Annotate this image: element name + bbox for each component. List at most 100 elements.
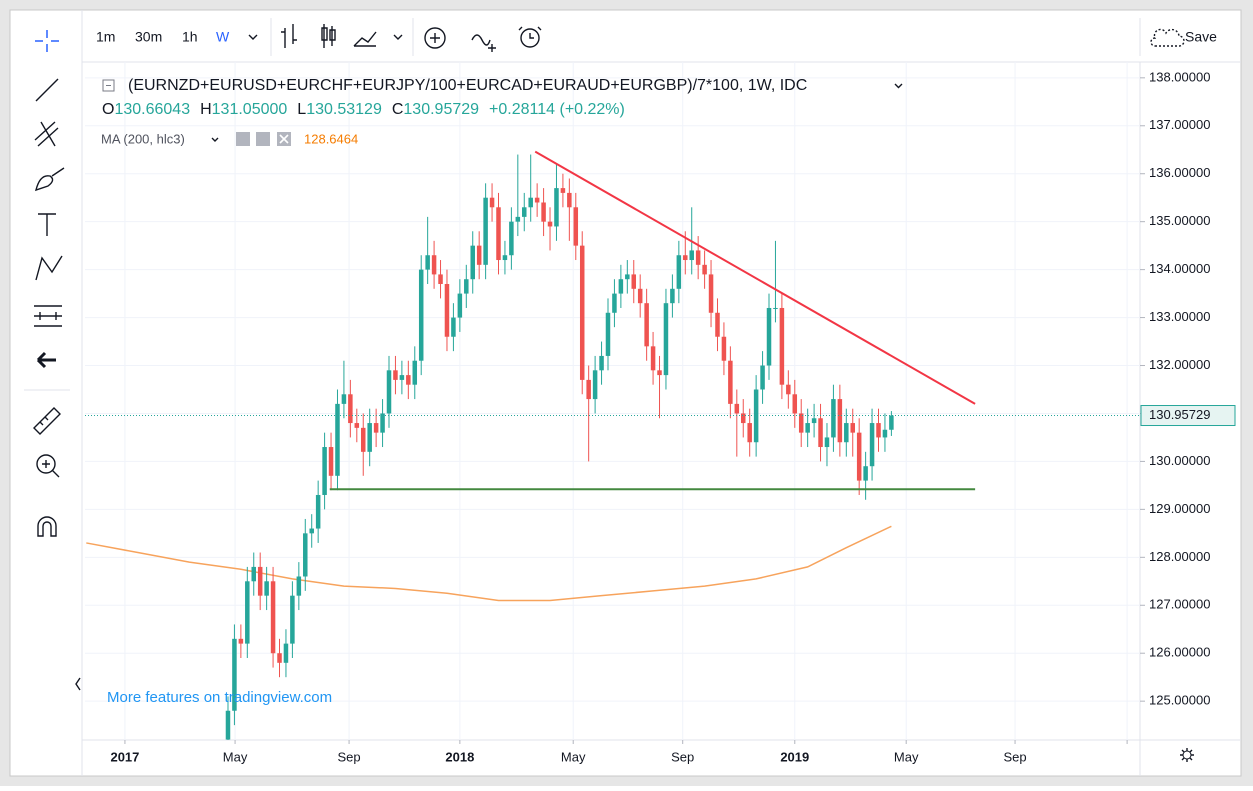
candle-body [283,643,289,663]
candle-body [844,423,849,443]
magnet-tool[interactable] [37,516,57,537]
compare[interactable] [424,27,446,49]
candle-body [856,432,862,481]
candle-body [464,279,469,294]
y-tick-label: 130.00000 [1149,453,1210,468]
pitchfork-tool[interactable] [34,121,59,147]
candle-body [315,494,321,529]
candle-body [277,653,282,663]
x-tick-label: 2019 [780,749,809,764]
compare-plus [430,33,440,43]
save-icon [1150,28,1185,47]
alert[interactable] [520,28,540,48]
candle-body [869,423,875,467]
candle-body [489,197,495,208]
y-tick-label: 129.00000 [1149,501,1210,516]
settings-icon-center [1182,750,1192,760]
candle-body [541,202,546,222]
x-tick-label: May [223,749,248,764]
interval-1h[interactable]: 1h [182,29,198,45]
candle-body [354,423,360,428]
candle-body [889,415,894,430]
candle-body [805,423,810,433]
brush-tool[interactable] [35,167,65,192]
candle-body [309,528,314,534]
collapse-toolbar[interactable] [75,677,81,691]
candle-body [567,192,572,208]
candle-body [592,370,598,400]
zoom-tool[interactable] [36,454,56,474]
candle-body [399,375,405,380]
icons-tool[interactable] [36,351,56,369]
candle-body [695,250,701,265]
candle-body [425,255,430,270]
trend-line-tool[interactable] [35,78,59,102]
crosshair-tool[interactable] [35,30,59,52]
measure-tool[interactable] [33,407,61,435]
interval-menu[interactable] [248,34,258,40]
candle-body [882,429,888,438]
candle-body [670,288,675,304]
candle-body [502,255,508,261]
candle-body [257,566,263,596]
ma-visibility[interactable] [236,132,250,146]
candle-body [373,423,379,433]
title-menu[interactable] [894,83,903,89]
interval-w[interactable]: W [216,29,230,45]
candle-body [322,447,327,495]
candle-body [798,413,804,433]
prediction-tool[interactable] [34,305,62,327]
save-button[interactable]: Save [1185,29,1217,45]
candle-body [393,370,398,380]
candle-body [605,312,611,356]
candle-body [689,250,694,261]
bars-style[interactable] [281,24,297,48]
y-tick-label: 137.00000 [1149,117,1210,132]
candle-body [335,403,340,476]
candle-body [676,255,682,289]
candle-body [579,245,585,380]
collapse-legend[interactable] [102,79,115,92]
legend: (EURNZD+EURUSD+EURCHF+EURJPY/100+EURCAD+… [101,77,903,146]
ma-value: 128.6464 [304,131,358,146]
candle-body [534,197,540,203]
candle-body [457,293,463,318]
candle-body [296,576,302,596]
ohlc-key: C [392,101,404,118]
candle-body [631,274,637,289]
candle-body [612,293,617,313]
drawing-tools [24,30,81,691]
candle-body [637,288,643,304]
candle-body [618,279,624,294]
candle-body [876,423,881,438]
candle-body [238,638,244,644]
candle-body [386,370,392,414]
indicators[interactable] [353,31,377,47]
add-indicator[interactable] [471,34,496,52]
candle-body [850,423,855,433]
y-tick-label: 126.00000 [1149,645,1210,660]
ma-settings[interactable] [256,132,270,146]
candle-body [657,370,662,376]
candle-body [650,346,656,371]
ohlc-key: H [200,101,212,118]
x-tick-label: Sep [1003,749,1026,764]
candle-body [470,245,475,280]
watermark-link[interactable]: More features on tradingview.com [107,689,332,706]
candles-style[interactable] [321,24,336,48]
interval-1m[interactable]: 1m [96,29,115,45]
candle-body [625,274,630,280]
alert-hands [518,26,542,39]
ohlc-value: 130.66043 [114,101,190,118]
ohlc-value: 130.53129 [306,101,382,118]
y-tick-label: 138.00000 [1149,69,1210,84]
style-menu[interactable] [393,34,403,40]
interval-30m[interactable]: 30m [135,29,162,45]
pattern-tool[interactable] [35,255,63,281]
x-tick-label: 2017 [110,749,139,764]
text-tool[interactable] [38,213,56,236]
ma-menu[interactable] [211,137,219,142]
ohlc-key: L [297,101,306,118]
candle-body [251,566,257,582]
